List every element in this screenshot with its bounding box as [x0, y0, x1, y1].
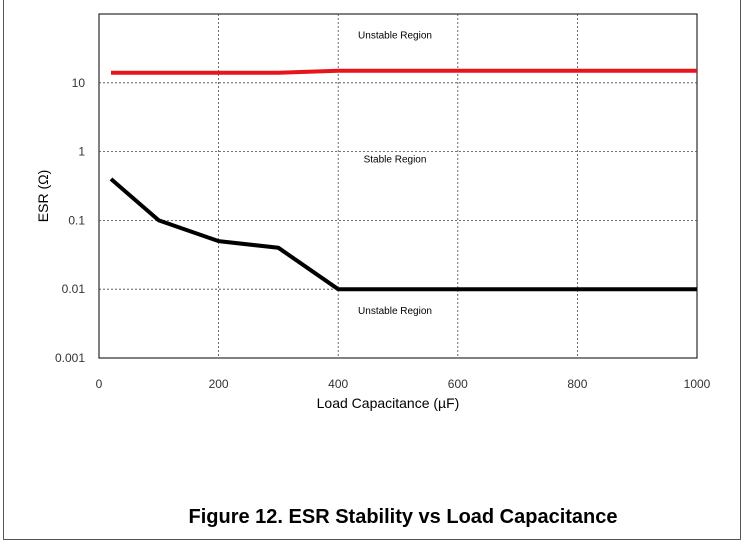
y-tick-label: 0.001: [55, 351, 85, 365]
x-tick-label: 800: [567, 377, 587, 391]
series-line-lower-limit: [109, 177, 697, 292]
x-axis-label: Load Capacitance (µF): [317, 395, 460, 411]
x-axis-ticks: 0 200 400 600 800 1000: [96, 377, 711, 391]
annotation-unstable-region-top: Unstable Region: [358, 31, 432, 42]
x-tick-label: 200: [209, 377, 229, 391]
y-tick-label: 1: [78, 145, 85, 159]
annotation-unstable-region-bottom: Unstable Region: [358, 306, 432, 317]
y-axis-ticks: 0.001 0.01 0.1 1 10: [55, 76, 85, 365]
figure-frame: [3, 0, 741, 540]
y-tick-label: 0.1: [68, 213, 85, 227]
series-line-upper-limit: [111, 68, 697, 75]
annotations: Unstable Region Stable Region Unstable Reg…: [358, 31, 432, 317]
figure-caption: Figure 12. ESR Stability vs Load Capacit…: [188, 506, 618, 528]
y-axis-label: ESR (Ω): [35, 170, 51, 222]
annotation-stable-region: Stable Region: [364, 154, 427, 165]
x-tick-label: 0: [96, 377, 103, 391]
y-tick-label: 10: [72, 76, 86, 90]
x-tick-label: 600: [448, 377, 468, 391]
series-group: [109, 68, 697, 292]
x-tick-label: 1000: [684, 377, 711, 391]
x-tick-label: 400: [328, 377, 348, 391]
y-tick-label: 0.01: [62, 282, 86, 296]
